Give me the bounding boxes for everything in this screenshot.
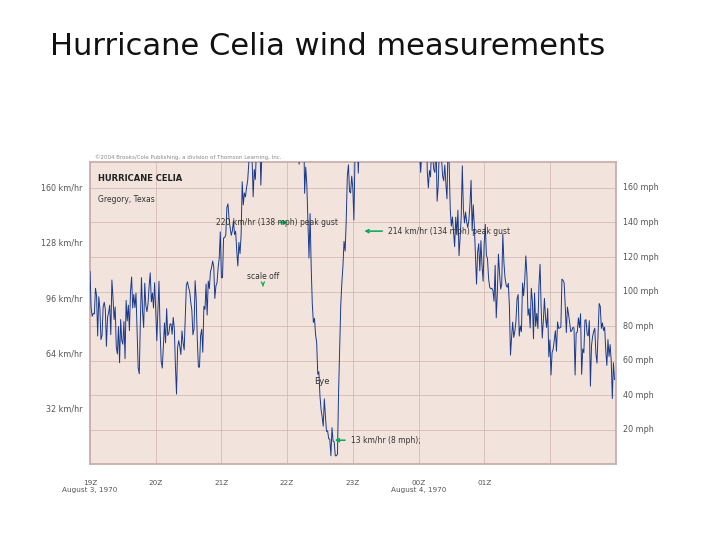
Text: 32 km/hr: 32 km/hr — [45, 404, 82, 414]
Text: Gregory, Texas: Gregory, Texas — [98, 195, 155, 204]
Text: 220 km/hr (138 mph) peak gust: 220 km/hr (138 mph) peak gust — [216, 218, 338, 227]
Text: 21Z: 21Z — [215, 480, 228, 485]
Text: 140 mph: 140 mph — [624, 218, 659, 227]
Text: 128 km/hr: 128 km/hr — [40, 239, 82, 248]
Text: 01Z: 01Z — [477, 480, 491, 485]
Text: 20 mph: 20 mph — [624, 426, 654, 434]
Text: scale off: scale off — [246, 272, 279, 286]
Text: 160 km/hr: 160 km/hr — [41, 184, 82, 192]
Text: 20Z: 20Z — [148, 480, 163, 485]
Text: 120 mph: 120 mph — [624, 253, 660, 261]
Text: 22Z: 22Z — [280, 480, 294, 485]
Text: 64 km/hr: 64 km/hr — [46, 349, 82, 359]
Text: 96 km/hr: 96 km/hr — [45, 294, 82, 303]
Text: 40 mph: 40 mph — [624, 391, 654, 400]
Text: Eye: Eye — [315, 377, 330, 386]
Text: 160 mph: 160 mph — [624, 184, 659, 192]
Text: 60 mph: 60 mph — [624, 356, 654, 365]
Text: 214 km/hr (134 mph) peak gust: 214 km/hr (134 mph) peak gust — [366, 227, 510, 235]
Text: 19Z
August 3, 1970: 19Z August 3, 1970 — [63, 480, 117, 492]
Text: 100 mph: 100 mph — [624, 287, 659, 296]
Text: HURRICANE CELIA: HURRICANE CELIA — [98, 174, 182, 183]
Text: 23Z: 23Z — [346, 480, 360, 485]
Text: Hurricane Celia wind measurements: Hurricane Celia wind measurements — [50, 32, 606, 62]
Text: 00Z
August 4, 1970: 00Z August 4, 1970 — [391, 480, 446, 492]
Text: ©2004 Brooks/Cole Publishing, a division of Thomson Learning, Inc.: ©2004 Brooks/Cole Publishing, a division… — [95, 155, 282, 160]
Text: 80 mph: 80 mph — [624, 322, 654, 330]
Text: 13 km/hr (8 mph);: 13 km/hr (8 mph); — [336, 436, 420, 445]
